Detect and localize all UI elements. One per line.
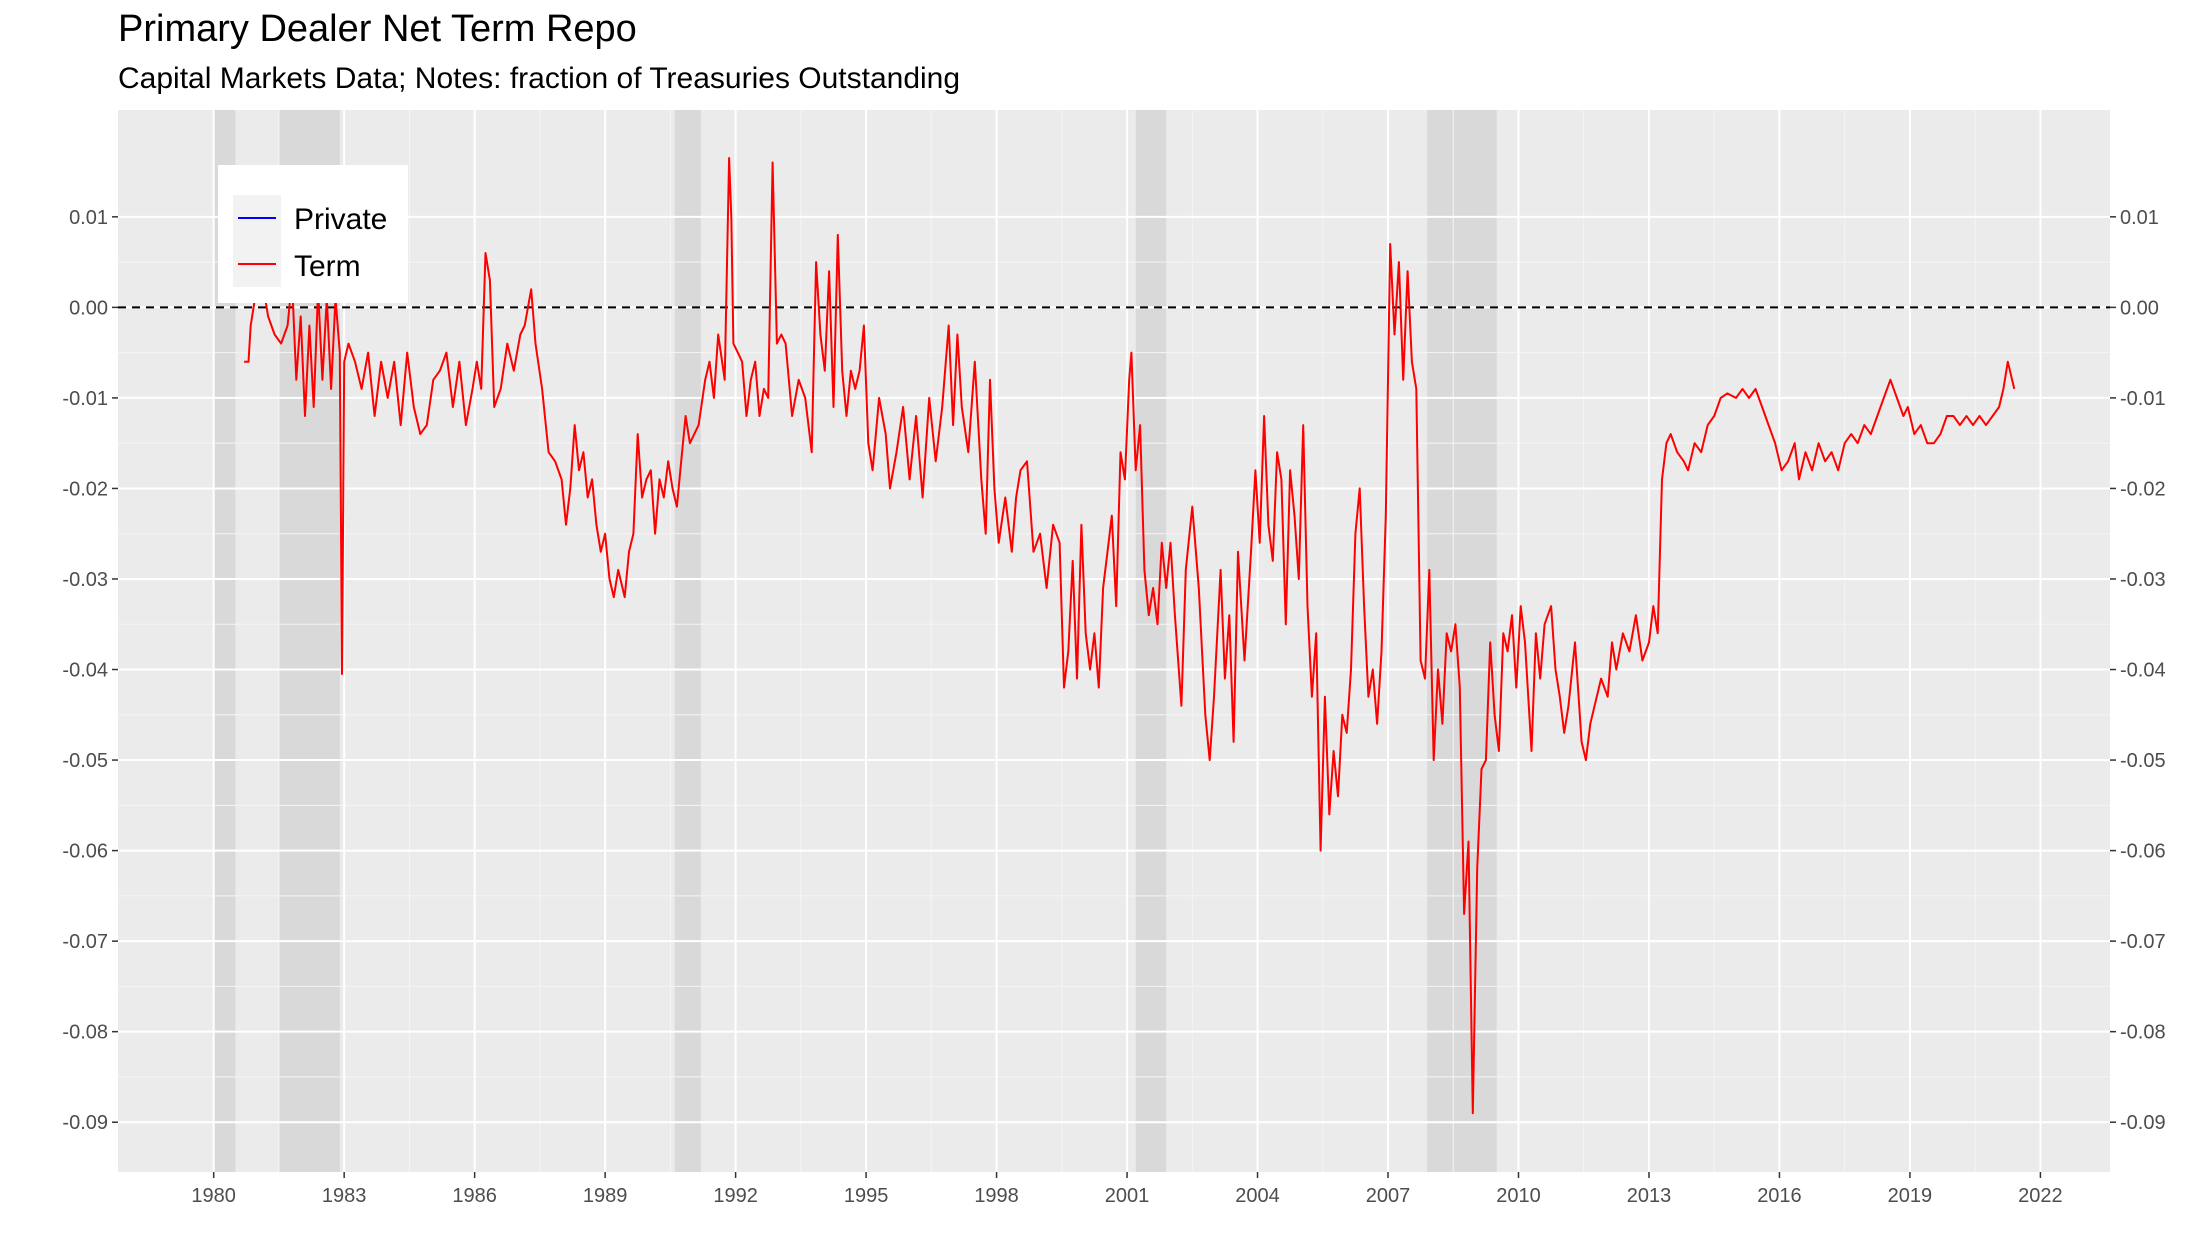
y-tick-label: -0.06 (62, 841, 108, 863)
x-tick-label: 2010 (1496, 1185, 1541, 1207)
y-tick-label: -0.07 (62, 931, 108, 953)
x-axis: 1980 1983 1986 1989 1992 1995 1998 2001 2004 2007… (191, 1172, 2063, 1207)
minor-gridlines (118, 110, 2110, 1172)
x-tick-label: 1989 (583, 1185, 628, 1207)
y-tick-label: 0.01 (69, 207, 108, 229)
y-axis-left: 0.01 0.00 -0.01 -0.02 -0.03 -0.04 -0.05 -0.06 -0… (62, 207, 118, 1134)
y-tick-label-right: -0.02 (2120, 478, 2166, 500)
y-tick-label: 0.00 (69, 297, 108, 319)
x-tick-label: 1992 (713, 1185, 758, 1207)
x-tick-label: 2019 (1888, 1185, 1933, 1207)
x-tick-label: 2013 (1627, 1185, 1672, 1207)
x-tick-label: 1995 (844, 1185, 889, 1207)
y-tick-label-right: -0.08 (2120, 1022, 2166, 1044)
y-tick-label-right: -0.01 (2120, 388, 2166, 410)
y-tick-label-right: -0.03 (2120, 569, 2166, 591)
y-tick-label: -0.09 (62, 1112, 108, 1134)
recession-band (213, 110, 236, 1172)
chart-subtitle: Capital Markets Data; Notes: fraction of… (118, 62, 961, 95)
x-tick-label: 1998 (974, 1185, 1019, 1207)
chart-title: Primary Dealer Net Term Repo (118, 8, 637, 50)
y-tick-label: -0.04 (62, 660, 108, 682)
y-tick-label-right: -0.09 (2120, 1112, 2166, 1134)
plot-panel (118, 110, 2110, 1172)
x-tick-label: 2001 (1105, 1185, 1150, 1207)
x-tick-label: 1980 (191, 1185, 236, 1207)
legend-label-term: Term (294, 250, 361, 283)
recession-band (1135, 110, 1167, 1172)
y-tick-label: -0.03 (62, 569, 108, 591)
y-tick-label-right: 0.01 (2120, 207, 2159, 229)
y-tick-label-right: -0.07 (2120, 931, 2166, 953)
x-tick-label: 2016 (1757, 1185, 1802, 1207)
y-tick-label-right: -0.06 (2120, 841, 2166, 863)
x-tick-label: 1983 (322, 1185, 367, 1207)
y-tick-label: -0.01 (62, 388, 108, 410)
x-tick-label: 1986 (452, 1185, 497, 1207)
x-tick-label: 2022 (2018, 1185, 2063, 1207)
recession-band (674, 110, 701, 1172)
y-tick-label: -0.08 (62, 1022, 108, 1044)
y-tick-label: -0.02 (62, 478, 108, 500)
x-tick-label: 2004 (1235, 1185, 1280, 1207)
y-tick-label-right: 0.00 (2120, 297, 2159, 319)
legend: Private Term (218, 165, 408, 303)
term-series-line (244, 157, 2016, 1115)
y-axis-right: 0.01 0.00 -0.01 -0.02 -0.03 -0.04 -0.05 -0.06 -0… (2110, 207, 2166, 1134)
y-tick-label-right: -0.05 (2120, 750, 2166, 772)
legend-label-private: Private (294, 203, 387, 236)
y-tick-label: -0.05 (62, 750, 108, 772)
recession-band (1427, 110, 1497, 1172)
x-tick-label: 2007 (1366, 1185, 1411, 1207)
y-tick-label-right: -0.04 (2120, 660, 2166, 682)
